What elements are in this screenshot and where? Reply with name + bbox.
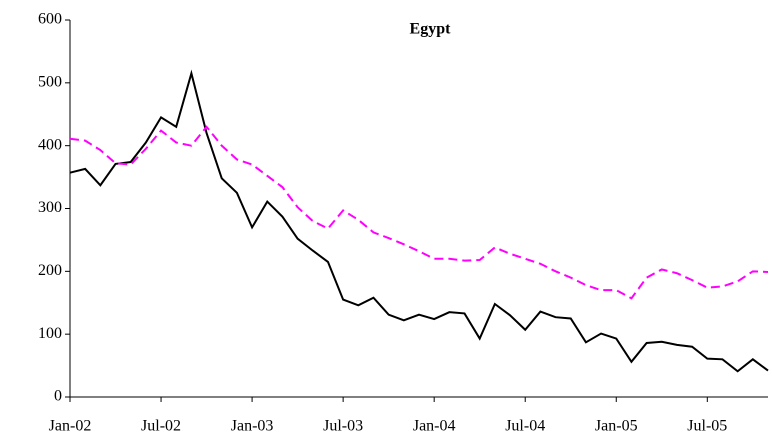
y-tick-label: 500 — [38, 74, 62, 91]
y-tick-label: 300 — [38, 199, 62, 216]
line-series — [69, 69, 769, 373]
chart-title: Egypt — [410, 21, 452, 38]
y-tick-label: 200 — [38, 262, 62, 279]
y-tick-label: 600 — [38, 11, 62, 28]
line-series — [69, 125, 769, 300]
x-tick-label: Jul-03 — [323, 418, 363, 435]
x-tick-label: Jul-04 — [505, 418, 545, 435]
x-tick-label: Jan-04 — [413, 418, 456, 435]
x-tick-label: Jul-05 — [687, 418, 727, 435]
y-tick-label: 0 — [54, 388, 62, 405]
x-tick-label: Jan-03 — [231, 418, 274, 435]
x-tick-label: Jan-02 — [49, 418, 92, 435]
y-tick-label: 400 — [38, 136, 62, 153]
x-tick-label: Jan-05 — [595, 418, 638, 435]
y-tick-label: 100 — [38, 325, 62, 342]
x-tick-label: Jul-02 — [141, 418, 181, 435]
